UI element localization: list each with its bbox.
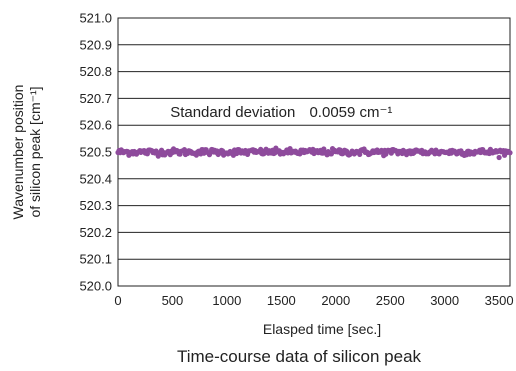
data-point [357,151,363,158]
x-tick-label: 3500 [485,293,514,308]
y-axis-label-line2: of silicon peak [cm⁻¹] [27,86,43,217]
y-tick-label: 520.5 [79,145,112,160]
x-tick-label: 1000 [212,293,241,308]
x-tick-label: 500 [162,293,184,308]
data-point [507,150,513,156]
y-tick-label: 520.2 [79,225,112,240]
y-tick-labels: 520.0 520.1 520.2 520.3 520.4 520.5 520.6 520.7… [79,11,112,294]
y-tick-label: 520.0 [79,279,112,294]
y-tick-label: 520.8 [79,64,112,79]
annotation-label: Standard deviation [170,104,295,121]
x-tick-labels: 0 500 1000 1500 2000 2500 3000 3500 [114,293,513,308]
annotation-std: Standard deviation 0.0059 cm⁻¹ [170,104,392,121]
data-point [496,154,502,161]
y-tick-label: 520.6 [79,118,112,133]
series-points [115,145,513,161]
x-tick-label: 3000 [430,293,459,308]
x-tick-label: 1500 [267,293,296,308]
y-tick-label: 520.3 [79,198,112,213]
y-tick-label: 520.9 [79,37,112,52]
data-point [258,146,264,152]
x-tick-label: 2500 [376,293,405,308]
y-tick-label: 520.7 [79,91,112,106]
y-tick-label: 520.4 [79,171,112,186]
annotation-value: 0.0059 cm⁻¹ [309,104,392,121]
x-axis-label: Elasped time [sec.] [263,321,381,337]
y-tick-label: 520.1 [79,252,112,267]
x-tick-label: 0 [114,293,121,308]
y-tick-label: 521.0 [79,11,112,26]
y-axis-label-line1: Wavenumber position [10,85,26,220]
chart-caption: Time-course data of silicon peak [177,347,422,366]
x-tick-label: 2000 [321,293,350,308]
